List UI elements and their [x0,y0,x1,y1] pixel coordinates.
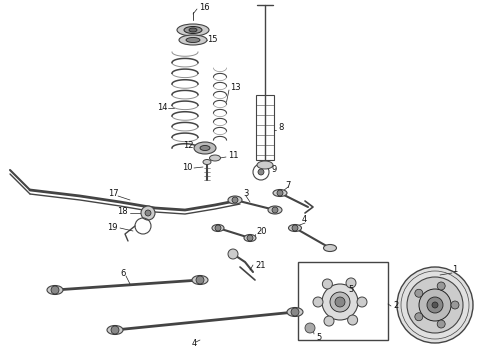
Ellipse shape [186,37,200,42]
Circle shape [335,297,345,307]
Text: 6: 6 [120,270,125,279]
Bar [256,95,274,160]
Ellipse shape [244,234,256,242]
Circle shape [437,320,445,328]
Circle shape [277,190,283,196]
Text: 4: 4 [192,339,197,348]
Circle shape [347,315,358,325]
Circle shape [145,210,151,216]
Circle shape [228,249,238,259]
Ellipse shape [189,28,197,32]
Ellipse shape [177,24,209,36]
Text: 18: 18 [118,207,128,216]
Text: 11: 11 [228,152,239,161]
Ellipse shape [212,225,224,231]
Circle shape [272,207,278,213]
Text: 19: 19 [107,224,118,233]
Circle shape [215,225,221,231]
Ellipse shape [184,27,202,33]
Circle shape [196,276,204,284]
Circle shape [322,284,358,320]
Circle shape [437,282,445,290]
Ellipse shape [200,145,210,150]
Circle shape [247,235,253,241]
Circle shape [407,277,463,333]
Circle shape [258,169,264,175]
Circle shape [415,289,423,297]
Text: 16: 16 [199,4,210,13]
Circle shape [313,297,323,307]
Circle shape [419,289,451,321]
Circle shape [292,225,298,231]
Circle shape [397,267,473,343]
Circle shape [291,308,299,316]
Ellipse shape [210,155,220,161]
Circle shape [427,297,443,313]
Text: 8: 8 [278,123,283,132]
Ellipse shape [192,275,208,284]
Text: 5: 5 [316,333,321,342]
Text: 4: 4 [302,216,307,225]
Text: 14: 14 [157,104,168,112]
Circle shape [305,323,315,333]
Text: 21: 21 [255,261,266,270]
Circle shape [141,206,155,220]
Text: 15: 15 [207,35,218,44]
Ellipse shape [273,189,287,197]
Circle shape [451,301,459,309]
Ellipse shape [268,206,282,214]
Ellipse shape [323,244,337,252]
Text: 12: 12 [183,141,194,150]
Circle shape [232,197,238,203]
Ellipse shape [194,142,216,154]
Text: 1: 1 [452,266,457,274]
Ellipse shape [287,307,303,316]
Circle shape [324,316,334,326]
Bar [298,262,388,340]
Ellipse shape [179,35,207,45]
Text: 5: 5 [348,285,353,294]
Text: 17: 17 [108,189,119,198]
Text: 20: 20 [256,228,267,237]
Circle shape [415,313,423,321]
Text: 13: 13 [230,84,241,93]
Text: 9: 9 [271,166,276,175]
Ellipse shape [203,159,211,165]
Circle shape [111,326,119,334]
Circle shape [346,278,356,288]
Circle shape [432,302,438,308]
Ellipse shape [107,325,123,334]
Circle shape [330,292,350,312]
Ellipse shape [257,161,273,169]
Circle shape [357,297,367,307]
Circle shape [51,286,59,294]
Ellipse shape [228,196,242,204]
Text: 2: 2 [393,301,398,310]
Text: 3: 3 [243,189,248,198]
Ellipse shape [47,285,63,294]
Text: 10: 10 [182,162,193,171]
Text: 7: 7 [285,180,291,189]
Circle shape [322,279,332,289]
Ellipse shape [289,225,301,231]
